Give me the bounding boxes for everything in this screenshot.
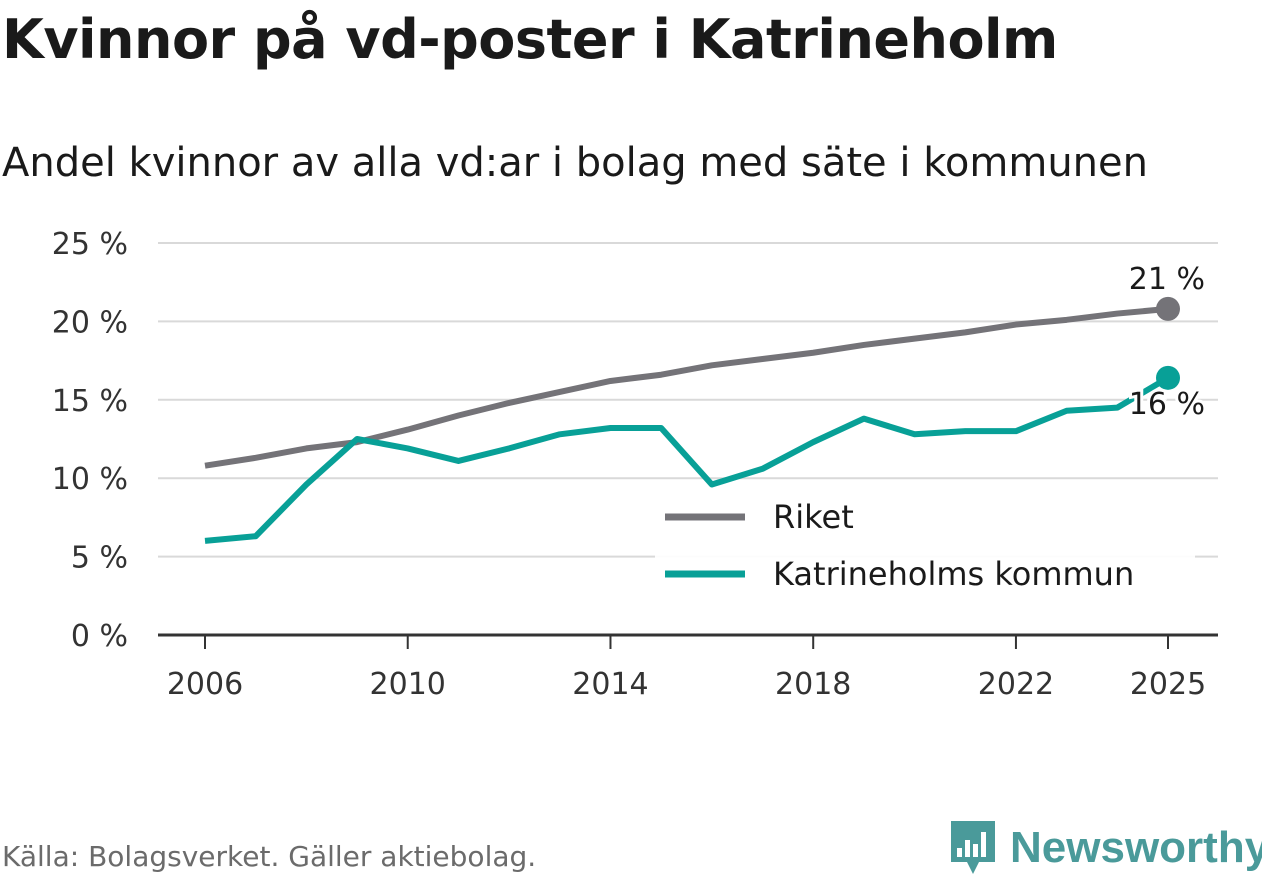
legend-background: [655, 490, 1195, 602]
x-tick-label: 2022: [978, 667, 1054, 702]
legend: Riket Katrineholms kommun: [655, 490, 1195, 602]
x-tick-label: 2025: [1130, 667, 1206, 702]
y-tick-label: 15 %: [52, 384, 128, 419]
end-labels: 21 % 16 %: [1126, 259, 1208, 425]
y-tick-label: 20 %: [52, 305, 128, 340]
line-chart: 0 %5 %10 %15 %20 %25 % 2006 2010 2014 2018 2…: [52, 227, 1218, 702]
legend-label-riket: Riket: [773, 498, 854, 536]
gridlines: [158, 242, 1218, 637]
end-label-riket: 21 %: [1129, 262, 1205, 297]
chart-subtitle: Andel kvinnor av alla vd:ar i bolag med …: [2, 140, 1148, 186]
x-tick-label: 2010: [370, 667, 446, 702]
y-axis-ticks: 0 % 5 % 10 % 15 % 20 % 25 %: [52, 227, 128, 654]
x-axis-ticks: 2006 2010 2014 2018 2022 2025: [167, 635, 1206, 702]
y-tick-label: 10 %: [52, 462, 128, 497]
x-tick-label: 2006: [167, 667, 243, 702]
series-lines: [204, 305, 1170, 544]
y-tick-label: 0 %: [71, 619, 128, 654]
newsworthy-logo-icon: [951, 821, 995, 874]
brand-name: Newsworthy: [1010, 823, 1262, 872]
y-tick-label: 5 %: [71, 541, 128, 576]
source-note: Källa: Bolagsverket. Gäller aktiebolag.: [2, 840, 537, 873]
legend-label-katrineholm: Katrineholms kommun: [773, 555, 1134, 593]
end-label-katrineholm: 16 %: [1129, 387, 1205, 422]
end-point-katrineholm: [1156, 365, 1180, 390]
end-point-riket: [1156, 296, 1180, 321]
x-tick-label: 2018: [775, 667, 851, 702]
x-tick-label: 2014: [572, 667, 648, 702]
brand-logo[interactable]: Newsworthy: [948, 818, 1262, 878]
page-title: Kvinnor på vd-poster i Katrineholm: [2, 8, 1058, 71]
series-line-katrineholm: [204, 375, 1170, 544]
y-tick-label: 25 %: [52, 227, 128, 262]
